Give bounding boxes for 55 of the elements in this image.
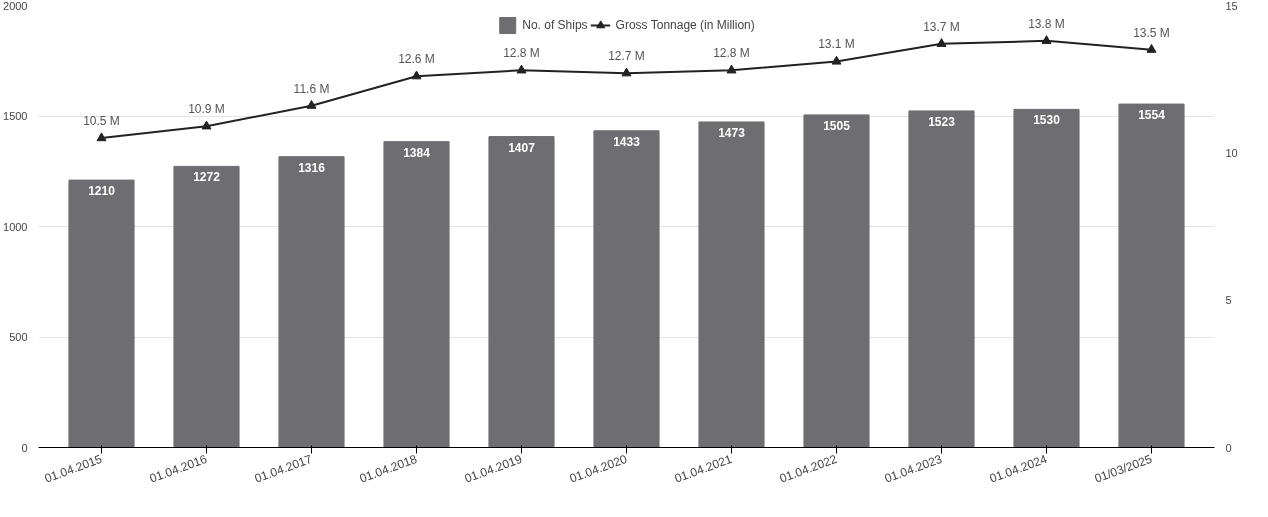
data-label: 1530	[1033, 113, 1061, 128]
bar	[488, 136, 555, 448]
data-label: 1407	[508, 140, 536, 155]
bar	[908, 110, 975, 448]
data-label: 13.7 M	[923, 19, 960, 34]
bar	[803, 114, 870, 448]
y-tick-label: 500	[9, 331, 28, 343]
y2-tick-label: 15	[1225, 0, 1238, 12]
data-label: 1316	[298, 160, 326, 175]
point	[936, 38, 947, 47]
data-label: 1272	[193, 170, 221, 185]
data-label: 12.8 M	[713, 46, 750, 61]
point	[621, 67, 632, 77]
bar	[278, 156, 345, 448]
bar	[1013, 108, 1080, 448]
data-label: 13.8 M	[1028, 16, 1065, 31]
data-label: 1505	[823, 118, 851, 133]
data-label: 1554	[1138, 108, 1166, 123]
legend-label: Gross Tonnage (in Million)	[615, 18, 755, 32]
point	[201, 120, 212, 130]
data-label: 1210	[88, 184, 116, 199]
point	[726, 64, 737, 74]
data-label: 13.1 M	[818, 37, 855, 52]
point	[831, 55, 842, 65]
data-label: 12.6 M	[398, 52, 435, 67]
bar	[593, 130, 660, 448]
legend-label: No. of Ships	[522, 18, 588, 32]
point	[411, 70, 422, 80]
data-label: 1433	[613, 134, 641, 149]
y-tick-label: 2000	[3, 0, 28, 12]
point	[1146, 44, 1157, 53]
y-tick-label: 1000	[3, 220, 28, 233]
data-label: 11.6 M	[293, 81, 330, 96]
point	[1041, 35, 1052, 44]
y-tick-label: 1500	[3, 110, 28, 122]
data-label: 12.7 M	[608, 49, 645, 64]
data-label: 10.5 M	[83, 114, 120, 129]
data-label: 10.9 M	[188, 102, 225, 117]
data-label: 1384	[403, 145, 431, 160]
point	[306, 99, 317, 109]
data-label: 1523	[928, 114, 956, 129]
bar	[1118, 103, 1185, 448]
data-label: 12.8 M	[503, 46, 540, 61]
bar	[173, 165, 240, 448]
bar	[383, 141, 450, 448]
y2-tick-label: 0	[1225, 441, 1232, 454]
y2-tick-label: 5	[1225, 294, 1232, 307]
y-tick-label: 0	[21, 441, 28, 454]
point	[96, 132, 107, 142]
y2-tick-label: 10	[1225, 146, 1238, 159]
bar	[698, 121, 765, 448]
point	[516, 64, 527, 74]
bar	[68, 179, 135, 448]
data-label: 13.5 M	[1133, 25, 1170, 40]
data-label: 1473	[718, 125, 746, 140]
